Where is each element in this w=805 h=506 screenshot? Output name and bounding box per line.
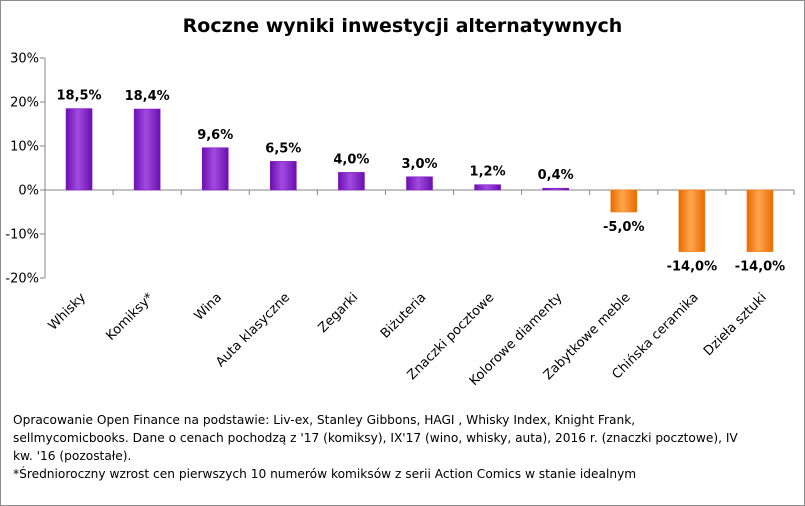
data-label: 1,2%: [470, 165, 506, 180]
y-tick-label: 10%: [10, 140, 39, 155]
chart-title: Roczne wyniki inwestycji alternatywnych: [182, 15, 623, 37]
bar-8: [542, 187, 569, 191]
footnote-line: kw. '16 (pozostałe).: [13, 449, 132, 463]
data-label: -14,0%: [735, 260, 786, 275]
bar-6: [406, 176, 433, 191]
bar-5: [338, 172, 365, 191]
category-label: Auta klasyczne: [213, 290, 293, 370]
data-label: -5,0%: [603, 220, 644, 235]
data-label: 18,5%: [56, 89, 101, 104]
y-tick-label: 0%: [18, 184, 39, 199]
category-label: Komiksy*: [104, 290, 158, 344]
category-label: Wina: [192, 290, 226, 324]
category-label: Zegarki: [316, 290, 362, 336]
y-tick-label: -10%: [5, 228, 39, 243]
bar-chart: 30% 20% 10% 0% -10% -20% 18,5% Whisky 18,4% Komi…: [5, 52, 795, 389]
bar-9: [610, 189, 638, 213]
data-label: 3,0%: [401, 157, 437, 172]
bar-3: [201, 147, 229, 191]
data-label: 18,4%: [125, 89, 170, 104]
data-label: 9,6%: [197, 128, 233, 143]
y-tick-label: 30%: [10, 52, 39, 67]
y-tick-label: 20%: [10, 96, 39, 111]
footnote-line: Opracowanie Open Finance na podstawie: L…: [13, 413, 636, 427]
footnote-line: *Średnioroczny wzrost cen pierwszych 10 …: [13, 467, 637, 481]
y-tick-label: -20%: [5, 272, 39, 287]
bar-1: [65, 108, 93, 191]
data-label: -14,0%: [667, 260, 718, 275]
bar-7: [474, 184, 501, 191]
bar-4: [270, 161, 297, 191]
category-label: Biżuteria: [378, 290, 429, 341]
footnote-line: sellmycomicbooks. Dane o cenach pochodzą…: [13, 431, 738, 445]
footnote: Opracowanie Open Finance na podstawie: L…: [13, 411, 793, 483]
data-label: 6,5%: [265, 141, 301, 156]
data-label: 4,0%: [333, 152, 369, 167]
category-label: Dzieła sztuki: [701, 290, 770, 359]
bar-2: [133, 108, 161, 191]
bar-11: [746, 189, 774, 252]
bar-10: [678, 189, 706, 252]
category-label: Whisky: [46, 290, 90, 334]
data-label: 0,4%: [538, 168, 574, 183]
